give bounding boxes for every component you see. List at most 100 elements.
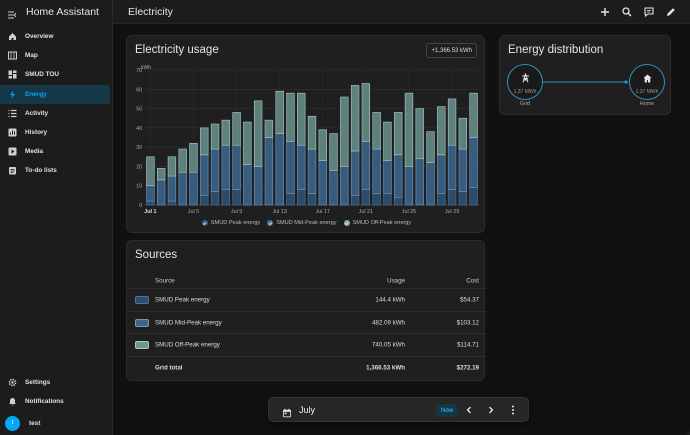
bar-segment-mid-peak[interactable] [264,137,274,206]
pencil-icon[interactable] [665,6,676,17]
bar-segment-peak[interactable] [437,193,446,206]
bar-segment-off-peak[interactable] [275,90,284,134]
bar-segment-mid-peak[interactable] [329,169,338,206]
sidebar-item-smud-tou[interactable]: SMUD TOU [0,65,112,84]
bar-segment-peak[interactable] [286,193,295,206]
sidebar-item-media[interactable]: Media [0,142,112,161]
bar-segment-mid-peak[interactable] [372,148,381,194]
bar-segment-peak[interactable] [458,191,468,206]
bar-segment-peak[interactable] [232,189,241,206]
bar-segment-off-peak[interactable] [297,92,306,146]
bar-segment-off-peak[interactable] [307,115,317,150]
bar-segment-off-peak[interactable] [221,119,230,146]
bar-segment-peak[interactable] [383,193,392,206]
sidebar-item-settings[interactable]: Settings [0,373,112,392]
bar-segment-mid-peak[interactable] [146,185,155,202]
bar-segment-mid-peak[interactable] [350,150,360,196]
bar-segment-mid-peak[interactable] [167,175,177,202]
calendar-icon[interactable] [282,405,292,418]
now-button[interactable]: Now [436,404,459,417]
legend-item-mid-peak[interactable]: SMUD Mid-Peak energy [267,220,337,226]
bar-segment-mid-peak[interactable] [275,133,284,206]
bar-segment-mid-peak[interactable] [394,154,403,198]
bar-segment-off-peak[interactable] [189,142,198,173]
sidebar-item-energy[interactable]: Energy [0,84,110,104]
bar-segment-off-peak[interactable] [156,168,166,181]
bar-segment-mid-peak[interactable] [404,166,414,206]
bar-segment-off-peak[interactable] [318,129,327,161]
bar-segment-mid-peak[interactable] [286,141,295,194]
bar-segment-off-peak[interactable] [253,100,263,167]
bar-segment-mid-peak[interactable] [189,171,198,206]
bar-segment-off-peak[interactable] [243,121,252,165]
bar-segment-peak[interactable] [221,189,230,206]
sidebar-item-overview[interactable]: Overview [0,27,112,46]
bar-segment-mid-peak[interactable] [297,144,306,190]
sidebar-item-history[interactable]: History [0,123,112,142]
bar-segment-off-peak[interactable] [167,156,177,177]
bar-segment-off-peak[interactable] [264,119,274,138]
bar-segment-peak[interactable] [447,189,457,206]
bar-segment-peak[interactable] [297,189,306,206]
menu-collapse-icon[interactable] [8,7,18,19]
sidebar-item-activity[interactable]: Activity [0,104,112,123]
bar-segment-peak[interactable] [350,195,360,206]
bar-segment-off-peak[interactable] [404,92,414,167]
bar-segment-off-peak[interactable] [415,108,424,160]
assist-icon[interactable] [643,6,654,17]
bar-segment-mid-peak[interactable] [178,171,187,206]
bar-segment-off-peak[interactable] [437,106,446,156]
bar-segment-peak[interactable] [394,196,403,206]
sidebar-user[interactable]: t test [0,411,112,435]
bar-segment-mid-peak[interactable] [340,166,349,206]
bar-segment-off-peak[interactable] [361,83,371,142]
bar-segment-off-peak[interactable] [200,127,209,156]
bar-segment-off-peak[interactable] [146,156,155,187]
bar-segment-mid-peak[interactable] [221,144,230,190]
bar-segment-peak[interactable] [210,191,220,206]
bar-segment-mid-peak[interactable] [200,154,209,196]
bar-segment-peak[interactable] [167,200,177,206]
bar-segment-off-peak[interactable] [383,121,392,161]
more-vertical-icon[interactable] [508,405,518,415]
sidebar-item-map[interactable]: Map [0,46,112,65]
bar-segment-mid-peak[interactable] [243,164,252,206]
bar-segment-mid-peak[interactable] [437,154,446,194]
bar-segment-off-peak[interactable] [458,117,468,150]
bar-segment-off-peak[interactable] [232,112,241,146]
bar-segment-mid-peak[interactable] [415,158,424,206]
bar-segment-mid-peak[interactable] [458,148,468,192]
bar-segment-off-peak[interactable] [286,92,295,142]
chevron-right-icon[interactable] [486,405,496,415]
bar-segment-mid-peak[interactable] [232,144,241,190]
legend-item-peak[interactable]: SMUD Peak energy [201,220,260,226]
bar-segment-mid-peak[interactable] [361,141,371,190]
bar-segment-peak[interactable] [307,193,317,206]
bar-segment-mid-peak[interactable] [383,160,392,194]
bar-segment-peak[interactable] [469,187,478,206]
bar-segment-peak[interactable] [146,200,155,206]
sidebar-item-notifications[interactable]: Notifications [0,392,112,411]
bar-segment-mid-peak[interactable] [307,148,317,194]
bar-segment-mid-peak[interactable] [426,162,435,206]
bar-segment-off-peak[interactable] [469,92,478,138]
bar-segment-off-peak[interactable] [350,85,360,152]
legend-item-off-peak[interactable]: SMUD Off-Peak energy [343,220,411,226]
bar-segment-mid-peak[interactable] [210,148,220,192]
bar-segment-mid-peak[interactable] [156,179,166,206]
bar-segment-off-peak[interactable] [210,123,220,150]
selected-period[interactable]: July [299,405,316,415]
bar-segment-off-peak[interactable] [178,148,187,173]
bar-segment-mid-peak[interactable] [253,166,263,206]
add-icon[interactable] [599,6,610,17]
bar-segment-off-peak[interactable] [426,131,435,163]
grid-node[interactable]: 1.37 MWh [507,64,543,100]
bar-segment-mid-peak[interactable] [447,144,457,190]
sidebar-item-todo[interactable]: To-do lists [0,161,112,180]
bar-segment-off-peak[interactable] [329,133,338,171]
bar-segment-mid-peak[interactable] [469,137,478,188]
bar-segment-off-peak[interactable] [372,112,381,150]
search-icon[interactable] [621,6,632,17]
bar-segment-off-peak[interactable] [340,96,349,167]
bar-segment-peak[interactable] [200,195,209,206]
